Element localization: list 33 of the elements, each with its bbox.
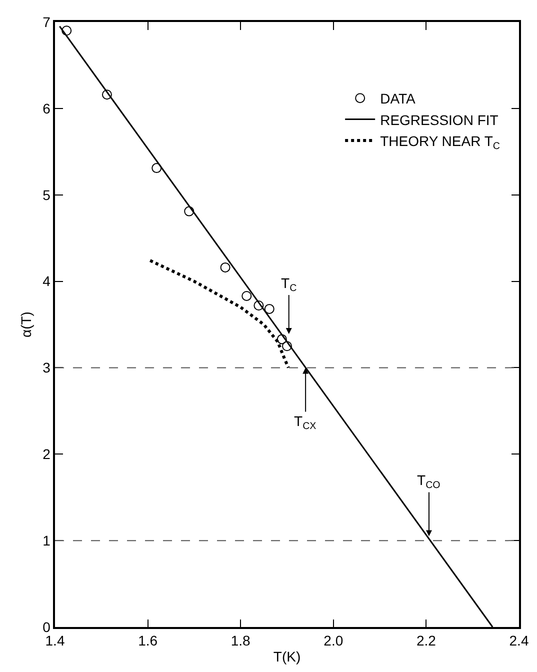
point [184,206,194,216]
point [242,290,252,301]
y-tick-label: 4 [42,273,51,290]
x-tick-label: 2.0 [324,632,344,649]
y-tick-label: 5 [42,186,51,203]
point [220,262,230,272]
x-tick-label: 2.4 [509,632,529,649]
point [254,300,264,310]
x-tick-label: 1.4 [45,632,65,649]
y-tick-label: 3 [42,360,51,376]
point [276,334,287,344]
x-tick-label: 1.8 [230,632,251,649]
annotation: T$_{C}$ [281,275,297,294]
legend-label: REGRESSION FIT [380,112,499,128]
annotation: T$_{CO}$ [417,472,441,491]
annotation: T$_{CX}$ [294,413,317,432]
y-tick-label: 6 [42,100,51,116]
legend-label: THEORY NEAR T$_{C}$ [380,132,500,152]
line-series [148,259,290,370]
point [102,90,112,100]
point [264,304,274,314]
x-tick-label: 1.6 [138,632,158,649]
point [282,341,292,352]
y-tick-label: 7 [42,14,51,30]
point [152,163,162,174]
y-tick-label: 1 [42,532,51,548]
y-tick-label: 2 [42,446,51,462]
point [62,26,72,36]
y-axis-title: α(T) [18,312,34,338]
legend-label: DATA [380,90,416,107]
y-tick-label: 0 [42,618,51,635]
x-axis-title: T(K) [273,648,301,664]
x-tick-label: 2.2 [416,632,436,649]
